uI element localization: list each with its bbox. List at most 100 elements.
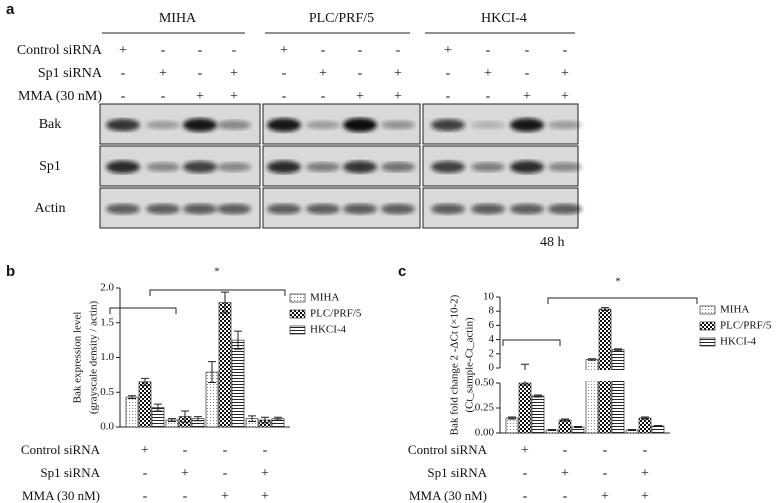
y-tick-label: 6 [489,319,495,331]
error-bar [588,358,596,361]
legend-label: MIHA [720,304,749,316]
blot-band [343,203,377,215]
sign: - [198,43,203,58]
row-label: Control siRNA [17,43,103,58]
error-bar [614,348,622,351]
blot-band [381,120,415,130]
bracket [149,289,286,296]
sign: - [523,489,528,503]
row-label: MMA (30 nM) [18,89,102,104]
condition-label: Sp1 siRNA [40,465,100,480]
bracket [109,307,177,314]
sign: + [261,466,269,481]
sign: - [563,489,568,503]
blot-band [183,161,217,173]
time-label: 48 h [540,235,565,250]
sign: - [563,43,568,58]
condition-label: Control siRNA [21,442,101,457]
condition-label: Sp1 siRNA [427,465,487,480]
blot-band [381,162,415,172]
blot-band [217,120,251,130]
sign: + [561,466,569,481]
sign: + [196,89,204,104]
legend-swatch [699,337,716,347]
sign: + [141,443,149,458]
sign: + [221,489,229,503]
panel-label: b [6,263,15,280]
error-bar [128,395,136,400]
error-bar [548,429,556,431]
blot-band [510,203,544,215]
sign: - [358,43,363,58]
error-bar [248,415,256,422]
error-bar [561,418,569,422]
sign: - [358,66,363,81]
sign: - [523,466,528,481]
y-tick-label: 0.5 [100,386,114,398]
blot-band [183,203,217,215]
condition-label: MMA (30 nM) [22,488,100,503]
sign: + [444,43,452,58]
sign: - [396,43,401,58]
blot-band [146,162,180,172]
axis-break [494,370,669,381]
sign: - [143,466,148,481]
sign: + [230,66,238,81]
blot-band [217,203,251,215]
sign: + [484,66,492,81]
legend-label: HKCI-4 [720,336,757,348]
blot-label: Sp1 [39,159,61,174]
sign: + [561,66,569,81]
bar [138,381,152,428]
sign: + [181,466,189,481]
sign: - [232,43,237,58]
cell-line: HKCI-4 [481,11,527,26]
panel-label: a [6,1,15,18]
blot-band [306,203,340,215]
bar [518,382,532,434]
significance: * [615,276,621,288]
bar [505,417,519,434]
error-bar [274,416,282,421]
sign: - [446,89,451,104]
condition-label: MMA (30 nM) [409,488,487,503]
bar [218,302,232,428]
legend-label: MIHA [310,292,339,304]
sign: + [561,89,569,104]
bar [558,419,572,434]
sign: - [121,89,126,104]
bracket [502,339,561,346]
bar [125,396,139,428]
sign: + [319,66,327,81]
blot-band [431,119,465,131]
blot-band [306,120,340,130]
sign: - [143,489,148,503]
sign: - [321,89,326,104]
legend-label: HKCI-4 [310,324,347,336]
sign: - [121,66,126,81]
blot-band [106,203,140,215]
blot-band [343,118,377,132]
sign: - [198,66,203,81]
panel-label: c [398,263,406,280]
error-bar [574,426,582,428]
sign: + [119,43,127,58]
legend-swatch [289,293,306,303]
sign: + [159,66,167,81]
sign: + [261,489,269,503]
blot-band [106,118,140,132]
sign: - [603,443,608,458]
sign: - [183,443,188,458]
sign: - [223,466,228,481]
blot-band [183,118,217,132]
blot-band [510,160,544,174]
blot-band [548,162,582,172]
bracket [547,297,698,304]
sign: + [280,43,288,58]
legend-swatch [699,305,716,315]
sign: - [525,66,530,81]
blot-band [267,203,301,215]
sign: - [321,43,326,58]
sign: - [563,443,568,458]
legend-swatch [289,309,306,319]
